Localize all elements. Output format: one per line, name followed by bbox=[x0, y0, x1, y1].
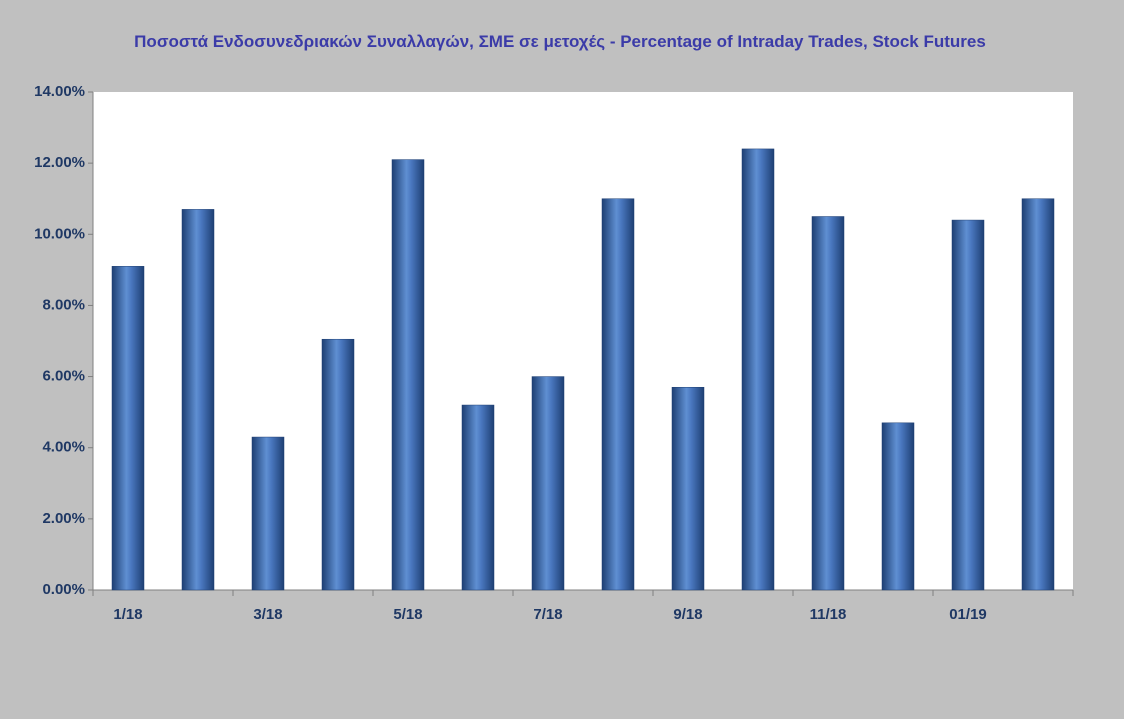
bar bbox=[181, 209, 215, 591]
y-tick-label: 0.00% bbox=[42, 581, 85, 598]
x-tick-label: 11/18 bbox=[810, 606, 847, 623]
y-tick-label: 10.00% bbox=[34, 225, 85, 242]
y-tick-label: 14.00% bbox=[34, 83, 85, 100]
bar bbox=[461, 404, 495, 591]
bar bbox=[321, 338, 355, 591]
x-tick-label: 3/18 bbox=[253, 606, 282, 623]
bar bbox=[601, 198, 635, 591]
bar bbox=[811, 216, 845, 591]
chart-title: Ποσοστά Ενδοσυνεδριακών Συναλλαγών, ΣΜΕ … bbox=[134, 32, 986, 51]
x-tick-label: 9/18 bbox=[673, 606, 702, 623]
bar bbox=[881, 422, 915, 591]
x-tick-label: 5/18 bbox=[393, 606, 422, 623]
bar bbox=[391, 159, 425, 591]
bar bbox=[671, 386, 705, 591]
y-tick-label: 12.00% bbox=[34, 154, 85, 171]
y-tick-label: 4.00% bbox=[42, 439, 85, 456]
bar bbox=[741, 148, 775, 591]
x-tick-label: 7/18 bbox=[533, 606, 562, 623]
y-tick-label: 6.00% bbox=[42, 368, 85, 385]
plot-area bbox=[93, 92, 1073, 590]
x-tick-label: 01/19 bbox=[949, 606, 987, 623]
bar bbox=[251, 436, 285, 591]
bar bbox=[531, 376, 565, 591]
bar bbox=[951, 219, 985, 591]
y-tick-label: 8.00% bbox=[42, 296, 85, 313]
bar bbox=[111, 266, 145, 591]
bar bbox=[1021, 198, 1055, 591]
y-tick-label: 2.00% bbox=[42, 510, 85, 527]
x-tick-label: 1/18 bbox=[113, 606, 142, 623]
